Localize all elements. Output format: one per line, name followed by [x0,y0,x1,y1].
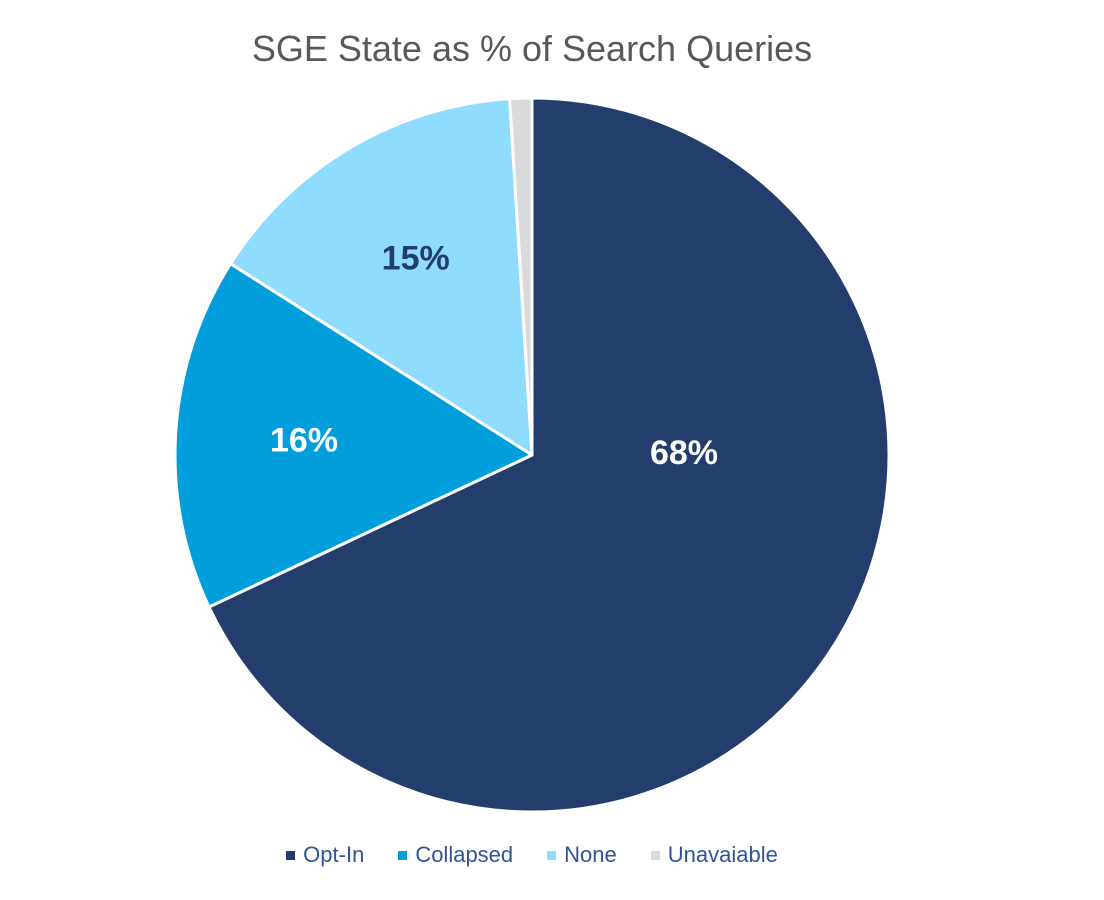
pie-slice-none [229,97,534,457]
legend-label-none: None [564,842,617,867]
legend-item-opt-in: Opt-In [286,842,364,868]
data-label-opt-in: 68% [650,434,718,472]
legend-swatch-opt-in [286,850,296,860]
legend-label-unavailable: Unavaiable [667,842,778,867]
data-label-collapsed: 16% [270,422,338,460]
chart-title: SGE State as % of Search Queries [251,28,813,69]
legend-item-collapsed: Collapsed [398,842,513,868]
legend-item-none: None [547,842,617,868]
pie-slice-unavailable [508,96,534,457]
legend-item-unavailable: Unavaiable [650,842,778,868]
chart-legend: Opt-In Collapsed None Unavaiable [0,842,1064,868]
pie-slice-opt-in [207,96,891,814]
legend-swatch-none [547,850,557,860]
legend-label-collapsed: Collapsed [415,842,514,867]
legend-label-opt-in: Opt-In [303,842,365,867]
data-label-none: 15% [382,239,450,277]
legend-swatch-collapsed [398,850,408,860]
legend-swatch-unavailable [650,850,660,860]
pie-slice-collapsed [173,262,534,609]
